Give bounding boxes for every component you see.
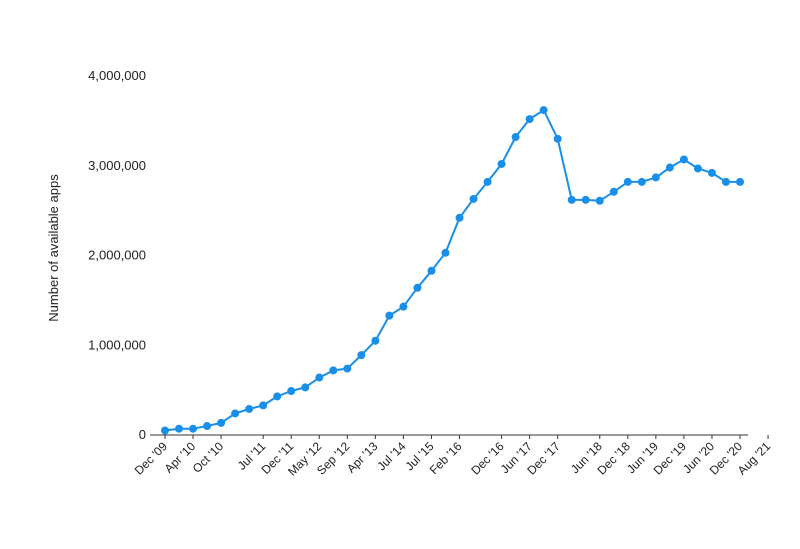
data-point: [637, 177, 646, 186]
data-point: [371, 336, 380, 345]
y-tick-label: 3,000,000: [88, 158, 146, 173]
data-point: [736, 177, 744, 186]
data-point: [189, 424, 198, 433]
data-point: [623, 177, 632, 186]
data-point: [161, 426, 169, 435]
data-point: [651, 173, 660, 182]
x-tick-label: Jul '14: [374, 439, 408, 473]
data-point: [329, 366, 338, 375]
data-point: [203, 422, 212, 431]
data-point: [413, 283, 422, 292]
y-axis: 0 1,000,000 2,000,000 3,000,000 4,000,000: [88, 68, 146, 442]
data-point: [357, 351, 366, 360]
y-tick-label: 0: [139, 427, 146, 442]
x-tick-label: Dec '16: [468, 439, 507, 478]
data-point: [259, 401, 268, 410]
data-point: [343, 364, 352, 373]
data-point: [567, 195, 576, 204]
data-point: [693, 164, 702, 173]
data-point: [427, 266, 436, 275]
data-point: [399, 302, 408, 311]
series-line: [164, 109, 740, 432]
data-point: [679, 155, 688, 164]
y-tick-label: 2,000,000: [88, 248, 146, 263]
data-point: [707, 168, 716, 177]
x-tick-label: Feb '16: [427, 439, 465, 477]
data-point: [175, 424, 184, 433]
data-point: [301, 383, 310, 392]
data-point: [581, 195, 590, 204]
data-point: [455, 213, 464, 222]
data-point: [315, 373, 324, 382]
series-layer: [161, 106, 744, 435]
x-tick-label: Oct '10: [190, 439, 227, 476]
data-point: [231, 409, 240, 418]
data-point: [469, 194, 478, 203]
data-point: [287, 387, 296, 396]
y-axis-label: Number of available apps: [46, 174, 61, 322]
data-point: [553, 134, 562, 143]
data-point: [539, 106, 548, 115]
data-point: [385, 311, 394, 320]
x-tick-label: Dec '09: [132, 439, 171, 478]
y-tick-label: 1,000,000: [88, 337, 146, 352]
data-point: [483, 177, 492, 186]
data-point: [609, 187, 618, 196]
data-point: [217, 418, 226, 427]
data-point: [525, 115, 534, 124]
data-point: [497, 159, 506, 168]
data-point: [665, 163, 674, 172]
data-point: [245, 404, 254, 413]
data-point: [273, 392, 282, 401]
y-tick-label: 4,000,000: [88, 68, 146, 83]
data-point: [721, 177, 730, 186]
data-point: [441, 248, 450, 257]
data-point: [511, 133, 520, 142]
data-point: [595, 196, 604, 205]
x-tick-label: Apr '13: [344, 439, 381, 476]
